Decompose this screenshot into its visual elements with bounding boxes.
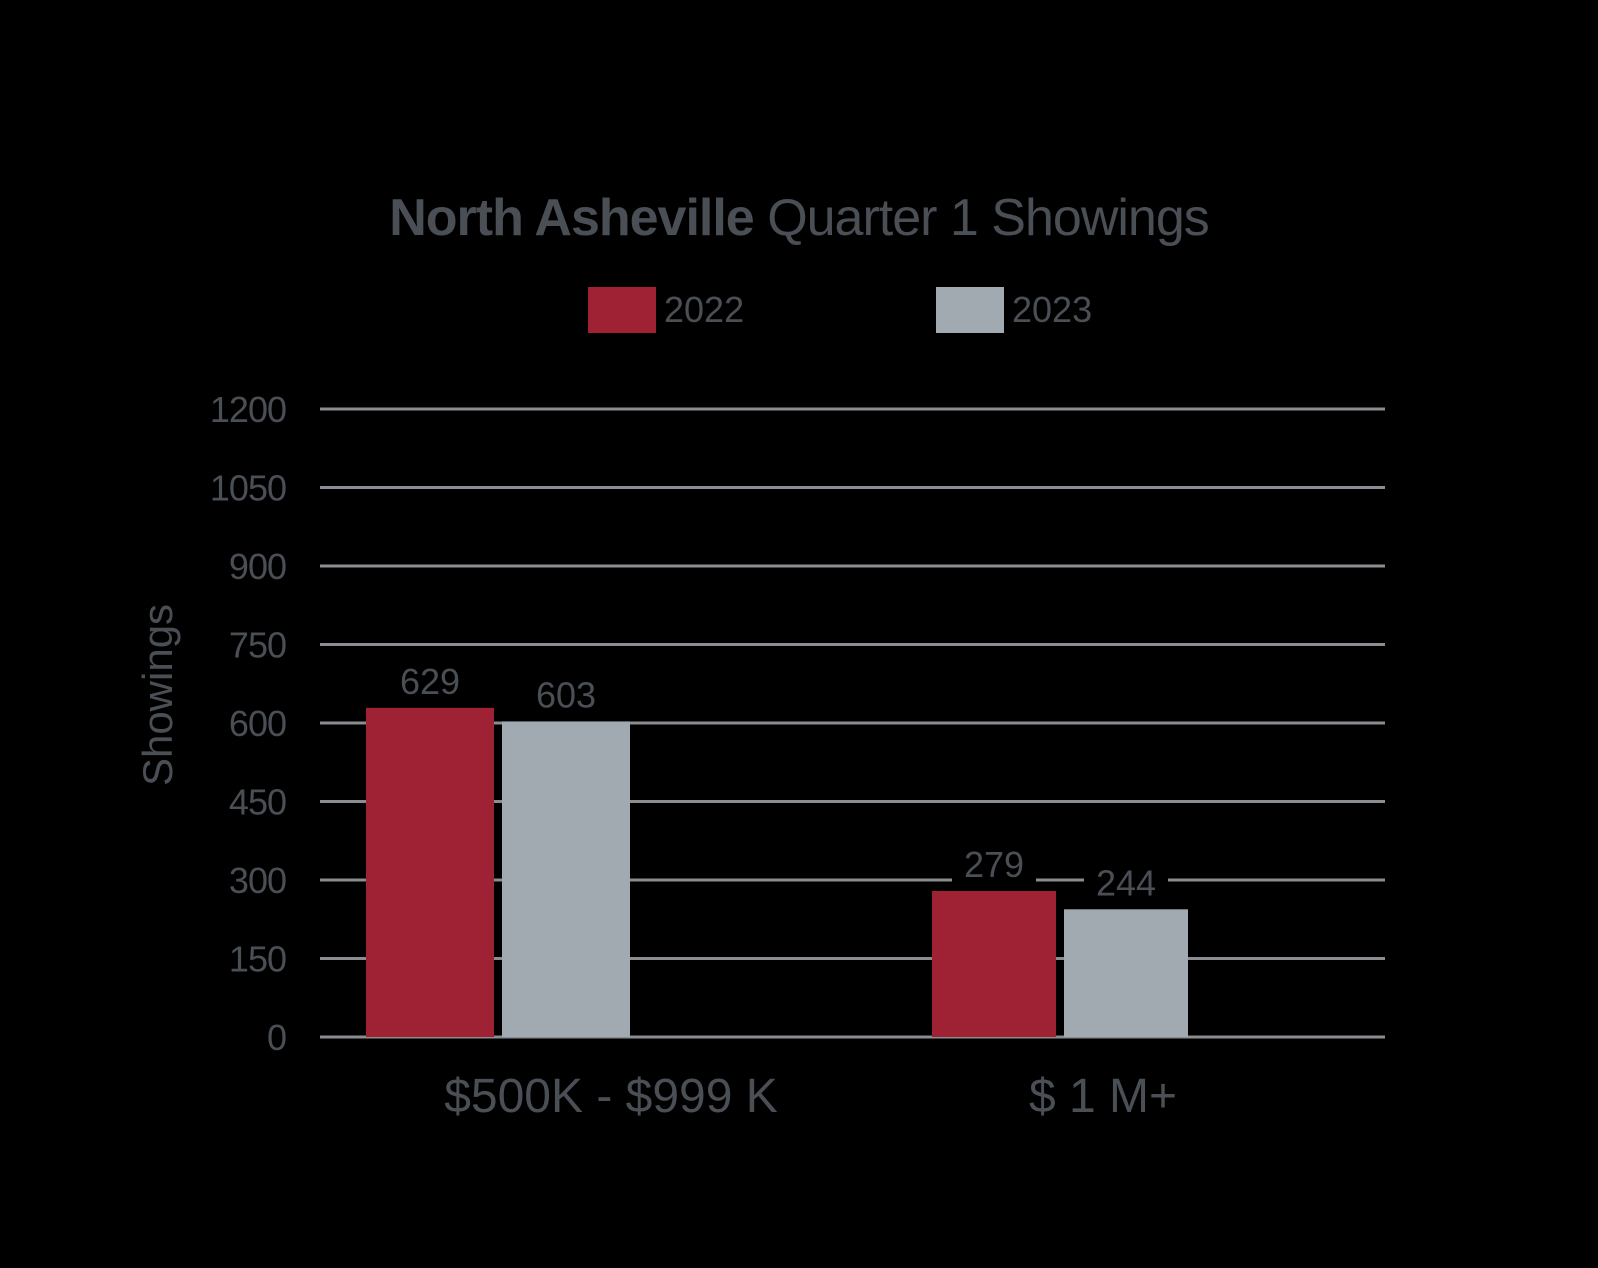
data-label-2023-1: 244 <box>1096 862 1156 903</box>
legend: 2022 2023 <box>0 286 1598 334</box>
y-tick-label-900: 900 <box>229 546 286 587</box>
y-tick-label-1050: 1050 <box>210 468 286 509</box>
y-tick-label-0: 0 <box>267 1017 286 1058</box>
bar-2022-1 <box>932 890 1056 1037</box>
data-label-2022-0: 629 <box>400 661 460 702</box>
y-tick-label-1200: 1200 <box>210 389 286 430</box>
legend-item-2022: 2022 <box>588 286 744 334</box>
chart-title-bold: North Asheville <box>389 189 754 247</box>
data-label-2023-0: 603 <box>536 674 596 715</box>
chart-title: North Asheville Quarter 1 Showings <box>0 188 1598 248</box>
legend-swatch-2022 <box>588 287 656 333</box>
data-label-2022-1: 279 <box>964 844 1024 885</box>
bar-2023-1 <box>1064 909 1188 1037</box>
chart-title-rest: Quarter 1 Showings <box>767 189 1210 247</box>
y-tick-label-450: 450 <box>229 782 286 823</box>
data-label-bg-2022-0 <box>388 657 472 700</box>
x-category-label-1: $ 1 M+ <box>1029 1070 1177 1123</box>
y-tick-label-600: 600 <box>229 703 286 744</box>
legend-label-2023: 2023 <box>1012 289 1093 330</box>
bar-2022-0 <box>366 707 494 1037</box>
bar-2023-0 <box>502 721 630 1037</box>
data-label-bg-2022-1 <box>952 840 1036 883</box>
legend-swatch-2023 <box>936 287 1004 333</box>
data-label-bg-2023-0 <box>524 671 608 714</box>
y-tick-label-150: 150 <box>229 939 286 980</box>
legend-label-2022: 2022 <box>664 289 745 330</box>
data-label-bg-2023-1 <box>1084 859 1168 902</box>
x-category-label-0: $500K - $999 K <box>444 1070 778 1123</box>
legend-item-2023: 2023 <box>936 286 1092 334</box>
y-tick-label-300: 300 <box>229 860 286 901</box>
y-tick-label-750: 750 <box>229 625 286 666</box>
